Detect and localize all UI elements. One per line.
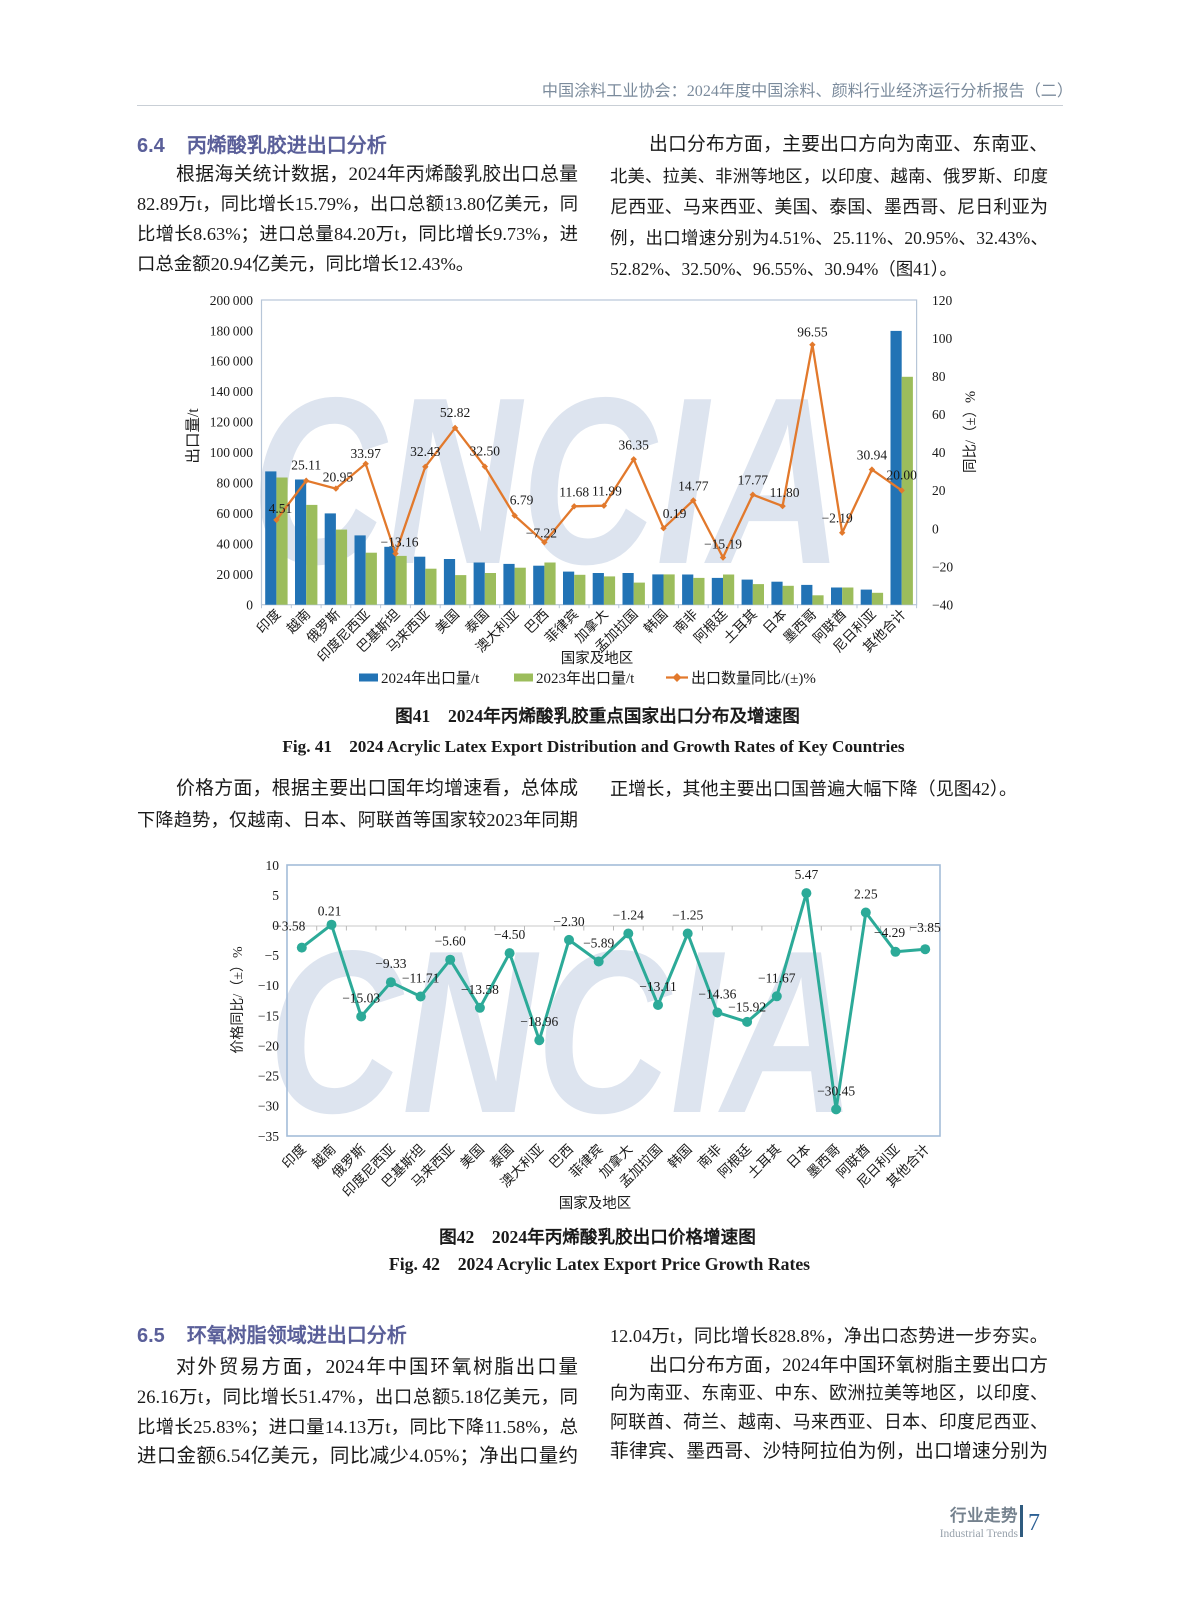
svg-text:120 000: 120 000 bbox=[210, 415, 253, 430]
svg-text:−2.19: −2.19 bbox=[822, 511, 853, 526]
svg-text:−3.85: −3.85 bbox=[910, 920, 941, 935]
svg-text:36.35: 36.35 bbox=[619, 437, 650, 452]
svg-text:0: 0 bbox=[246, 598, 253, 613]
svg-text:−18.96: −18.96 bbox=[520, 1014, 558, 1029]
svg-text:10: 10 bbox=[266, 858, 280, 873]
svg-text:−9.33: −9.33 bbox=[375, 956, 406, 971]
svg-text:−25: −25 bbox=[258, 1069, 279, 1084]
svg-text:−15.03: −15.03 bbox=[342, 991, 380, 1006]
svg-text:−13.16: −13.16 bbox=[381, 535, 419, 550]
svg-text:100: 100 bbox=[932, 331, 953, 346]
svg-text:40: 40 bbox=[932, 445, 946, 460]
svg-text:52.82: 52.82 bbox=[440, 405, 470, 420]
svg-text:−15: −15 bbox=[258, 1008, 279, 1023]
svg-text:价格同比/（±）%: 价格同比/（±）% bbox=[230, 946, 246, 1054]
svg-text:2023年出口量/t: 2023年出口量/t bbox=[536, 670, 635, 687]
svg-text:32.50: 32.50 bbox=[470, 444, 501, 459]
svg-text:20.95: 20.95 bbox=[323, 470, 354, 485]
svg-text:−11.71: −11.71 bbox=[402, 971, 440, 986]
svg-text:0.21: 0.21 bbox=[318, 904, 342, 919]
svg-text:60: 60 bbox=[932, 407, 946, 422]
svg-text:20: 20 bbox=[932, 483, 946, 498]
svg-text:14.77: 14.77 bbox=[678, 478, 709, 493]
svg-text:−7.22: −7.22 bbox=[526, 525, 557, 540]
svg-text:20 000: 20 000 bbox=[217, 567, 254, 582]
svg-text:0: 0 bbox=[932, 521, 939, 536]
svg-text:11.80: 11.80 bbox=[770, 485, 800, 500]
svg-text:出口量/t: 出口量/t bbox=[184, 408, 202, 464]
svg-text:25.11: 25.11 bbox=[291, 458, 321, 473]
svg-text:−20: −20 bbox=[932, 559, 953, 574]
svg-text:96.55: 96.55 bbox=[797, 325, 828, 340]
svg-text:−4.50: −4.50 bbox=[494, 927, 525, 942]
svg-text:32.43: 32.43 bbox=[410, 444, 441, 459]
svg-text:同比/（±）%: 同比/（±）% bbox=[962, 391, 979, 473]
svg-text:140 000: 140 000 bbox=[210, 384, 253, 399]
svg-text:80: 80 bbox=[932, 369, 946, 384]
svg-text:40 000: 40 000 bbox=[217, 537, 254, 552]
svg-text:−13.58: −13.58 bbox=[461, 982, 499, 997]
svg-text:−10: −10 bbox=[258, 978, 279, 993]
svg-text:−15.92: −15.92 bbox=[728, 999, 766, 1014]
svg-text:−3.58: −3.58 bbox=[274, 919, 305, 934]
svg-text:−30: −30 bbox=[258, 1099, 279, 1114]
svg-text:80 000: 80 000 bbox=[217, 476, 254, 491]
svg-text:30.94: 30.94 bbox=[857, 448, 888, 463]
svg-text:出口数量同比/(±)%: 出口数量同比/(±)% bbox=[691, 670, 816, 687]
svg-text:200 000: 200 000 bbox=[210, 293, 253, 308]
svg-text:5: 5 bbox=[272, 888, 279, 903]
svg-text:160 000: 160 000 bbox=[210, 354, 253, 369]
svg-text:−1.25: −1.25 bbox=[672, 908, 703, 923]
svg-text:2.25: 2.25 bbox=[854, 887, 878, 902]
svg-text:−14.36: −14.36 bbox=[698, 987, 736, 1002]
svg-text:0.19: 0.19 bbox=[663, 506, 687, 521]
svg-text:6.79: 6.79 bbox=[510, 493, 534, 508]
svg-text:20.00: 20.00 bbox=[887, 467, 918, 482]
svg-text:−4.29: −4.29 bbox=[874, 925, 905, 940]
svg-text:2024年出口量/t: 2024年出口量/t bbox=[381, 670, 480, 687]
svg-text:11.68: 11.68 bbox=[559, 484, 589, 499]
svg-text:−13.11: −13.11 bbox=[639, 979, 677, 994]
svg-text:11.99: 11.99 bbox=[592, 484, 622, 499]
svg-text:120: 120 bbox=[932, 293, 953, 308]
svg-text:−11.67: −11.67 bbox=[758, 970, 796, 985]
svg-text:−20: −20 bbox=[258, 1039, 279, 1054]
svg-text:33.97: 33.97 bbox=[351, 446, 382, 461]
svg-text:60 000: 60 000 bbox=[217, 506, 254, 521]
svg-text:−35: −35 bbox=[258, 1129, 279, 1144]
svg-text:−2.30: −2.30 bbox=[553, 914, 584, 929]
svg-text:180 000: 180 000 bbox=[210, 323, 253, 338]
svg-text:4.51: 4.51 bbox=[269, 501, 293, 516]
svg-text:−40: −40 bbox=[932, 598, 953, 613]
svg-text:国家及地区: 国家及地区 bbox=[559, 1195, 632, 1212]
svg-text:−5.60: −5.60 bbox=[435, 934, 466, 949]
svg-text:5.47: 5.47 bbox=[795, 867, 819, 882]
svg-text:−1.24: −1.24 bbox=[613, 908, 644, 923]
svg-text:−5.89: −5.89 bbox=[583, 936, 614, 951]
svg-text:−30.45: −30.45 bbox=[817, 1083, 855, 1098]
svg-text:100 000: 100 000 bbox=[210, 445, 253, 460]
svg-text:−15.19: −15.19 bbox=[704, 537, 742, 552]
svg-text:−5: −5 bbox=[265, 948, 280, 963]
svg-text:17.77: 17.77 bbox=[738, 473, 769, 488]
svg-text:国家及地区: 国家及地区 bbox=[561, 650, 634, 667]
svg-text:CNCIA: CNCIA bbox=[268, 903, 856, 1162]
svg-text:0: 0 bbox=[272, 918, 279, 933]
